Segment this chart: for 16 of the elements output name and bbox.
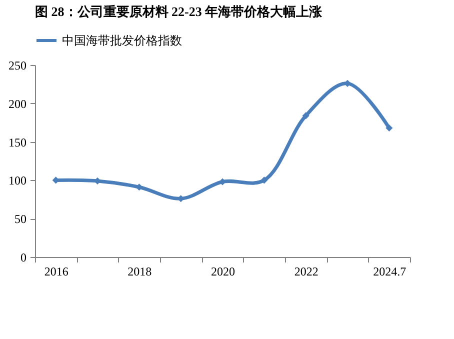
y-tick-label: 150 — [8, 135, 26, 150]
y-tick-label: 200 — [8, 96, 26, 111]
chart-title: 图 28：公司重要原材料 22-23 年海带价格大幅上涨 — [35, 4, 324, 19]
y-tick-label: 250 — [8, 58, 26, 72]
point — [260, 176, 268, 184]
x-tick-label: 2018 — [128, 264, 152, 278]
legend-label: 中国海带批发价格指数 — [62, 34, 182, 48]
x-tick-label: 2022 — [294, 264, 318, 278]
x-tick-label: 2024.7 — [373, 264, 406, 278]
y-tick-label: 100 — [8, 174, 26, 188]
x-tick-label: 2020 — [211, 264, 235, 278]
y-tick-label: 0 — [20, 250, 26, 264]
y-tick-label: 50 — [14, 212, 26, 226]
x-tick-label: 2016 — [44, 264, 68, 278]
point — [386, 124, 393, 132]
point — [302, 112, 310, 120]
